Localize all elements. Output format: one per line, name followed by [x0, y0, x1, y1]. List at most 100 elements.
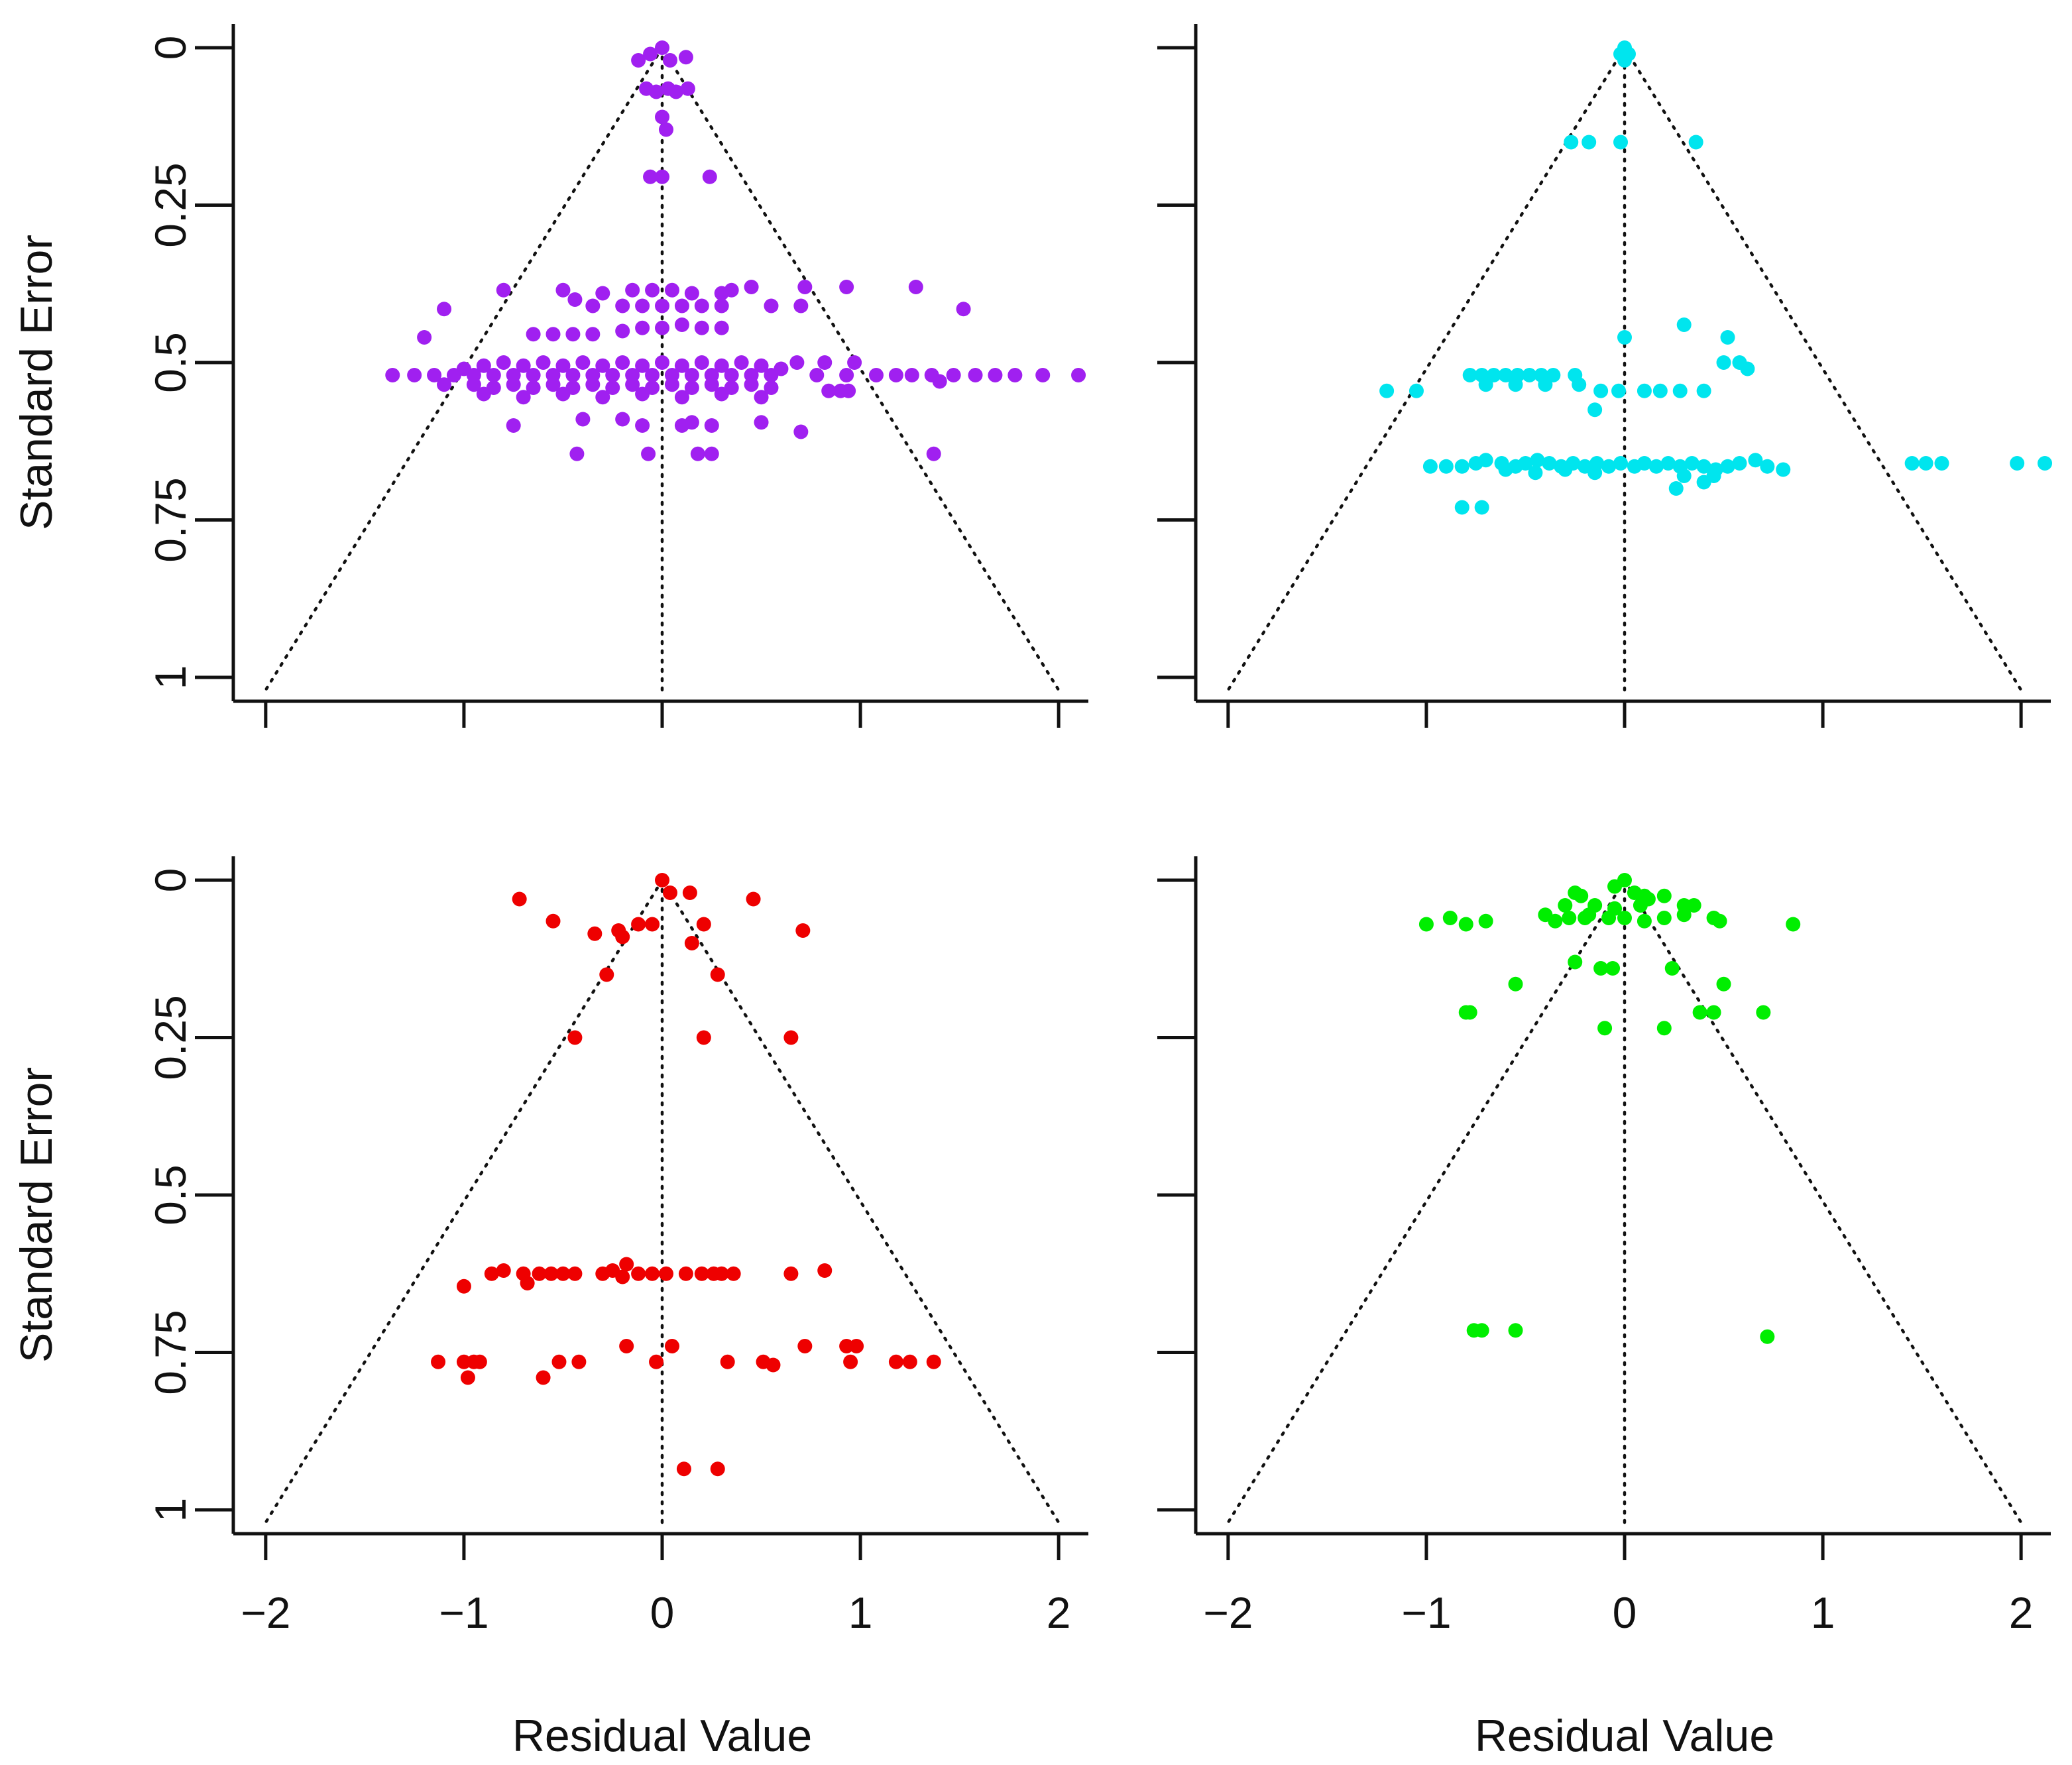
- data-point: [641, 446, 656, 461]
- data-point: [809, 368, 825, 382]
- data-point: [655, 169, 669, 184]
- data-point: [1508, 377, 1523, 392]
- data-point: [1652, 383, 1668, 398]
- data-point: [795, 923, 811, 938]
- data-point: [946, 368, 961, 382]
- data-point: [1572, 377, 1587, 392]
- data-point: [1601, 911, 1617, 925]
- data-point: [839, 280, 854, 294]
- funnel-right-line: [1623, 46, 2023, 692]
- data-point: [1686, 898, 1701, 913]
- data-point: [714, 1266, 729, 1281]
- data-point: [615, 298, 630, 313]
- data-point: [555, 358, 571, 373]
- data-point: [1538, 377, 1553, 392]
- data-point: [1696, 459, 1711, 474]
- y-axis-title: Standard Error: [11, 235, 62, 530]
- data-point: [1597, 1021, 1613, 1036]
- data-point: [1692, 1005, 1707, 1020]
- data-point: [1712, 913, 1727, 929]
- data-point: [585, 298, 601, 313]
- data-point: [1617, 53, 1632, 68]
- data-point: [2038, 456, 2053, 471]
- data-point: [1418, 917, 1434, 932]
- data-point: [1568, 954, 1583, 970]
- data-point: [1582, 135, 1597, 150]
- data-point: [694, 355, 709, 370]
- y-tick-label-0-25: 0.25: [146, 162, 195, 247]
- data-point: [754, 358, 769, 373]
- data-point: [1904, 456, 1920, 471]
- data-point: [546, 327, 561, 342]
- x-tick-label-1: −1: [1401, 1588, 1451, 1637]
- data-point: [619, 1257, 634, 1272]
- data-point: [1786, 917, 1801, 932]
- data-point: [1637, 913, 1652, 929]
- data-point: [476, 386, 491, 402]
- data-point: [754, 390, 769, 405]
- data-point: [908, 280, 923, 294]
- data-point: [1613, 456, 1629, 471]
- data-point: [694, 1266, 709, 1281]
- data-point: [526, 368, 541, 382]
- data-point: [1422, 459, 1438, 474]
- data-point: [932, 374, 947, 389]
- data-point: [1522, 368, 1537, 382]
- y-tick-label-0-25: 0.25: [146, 995, 195, 1080]
- data-point: [668, 84, 683, 99]
- data-point: [655, 873, 669, 887]
- data-point: [615, 1269, 630, 1284]
- data-point: [427, 368, 442, 382]
- data-point: [1706, 1005, 1721, 1020]
- data-point: [664, 377, 679, 392]
- data-point: [746, 891, 761, 907]
- panel-bottom-right: −2 −1 0 1 2 Residual Value: [1157, 856, 2051, 1761]
- data-point: [674, 317, 689, 332]
- data-point: [615, 412, 630, 427]
- data-point: [587, 926, 603, 941]
- data-point: [1696, 475, 1711, 490]
- data-point: [1720, 330, 1735, 345]
- data-point: [1605, 961, 1621, 976]
- data-point: [664, 1339, 679, 1353]
- data-point: [849, 1339, 864, 1353]
- y-tick-label-0-5: 0.5: [146, 332, 195, 393]
- data-point: [655, 355, 669, 370]
- data-point: [684, 380, 699, 395]
- data-point: [1696, 383, 1711, 398]
- data-point: [567, 292, 583, 307]
- data-point: [1409, 383, 1424, 398]
- data-point: [565, 368, 581, 382]
- x-tick-label-2: −2: [1203, 1588, 1253, 1637]
- data-point: [1035, 368, 1051, 382]
- data-point: [1748, 453, 1763, 468]
- data-point: [1548, 913, 1563, 929]
- data-point: [599, 967, 614, 982]
- data-point: [1760, 1329, 1775, 1344]
- data-point: [774, 361, 789, 376]
- data-point: [1660, 456, 1676, 471]
- data-point: [635, 320, 650, 335]
- data-point: [726, 1266, 741, 1281]
- data-point: [1478, 453, 1493, 468]
- data-point: [926, 446, 941, 461]
- data-point: [724, 282, 739, 298]
- data-point: [1007, 368, 1023, 382]
- data-point: [684, 415, 699, 430]
- data-point: [926, 1354, 941, 1369]
- data-point: [1934, 456, 1949, 471]
- data-point: [516, 390, 531, 405]
- data-point: [2010, 456, 2025, 471]
- data-point: [536, 1370, 551, 1385]
- data-point: [635, 298, 650, 313]
- data-point: [817, 355, 833, 370]
- data-point: [567, 1266, 583, 1281]
- y-tick-label-0-5: 0.5: [146, 1165, 195, 1225]
- data-point: [544, 1266, 559, 1281]
- data-point: [704, 418, 719, 433]
- data-point: [1617, 330, 1632, 345]
- points-top-right: [1379, 40, 2053, 515]
- data-point: [754, 415, 769, 430]
- data-point: [658, 122, 673, 137]
- data-point: [1648, 459, 1664, 474]
